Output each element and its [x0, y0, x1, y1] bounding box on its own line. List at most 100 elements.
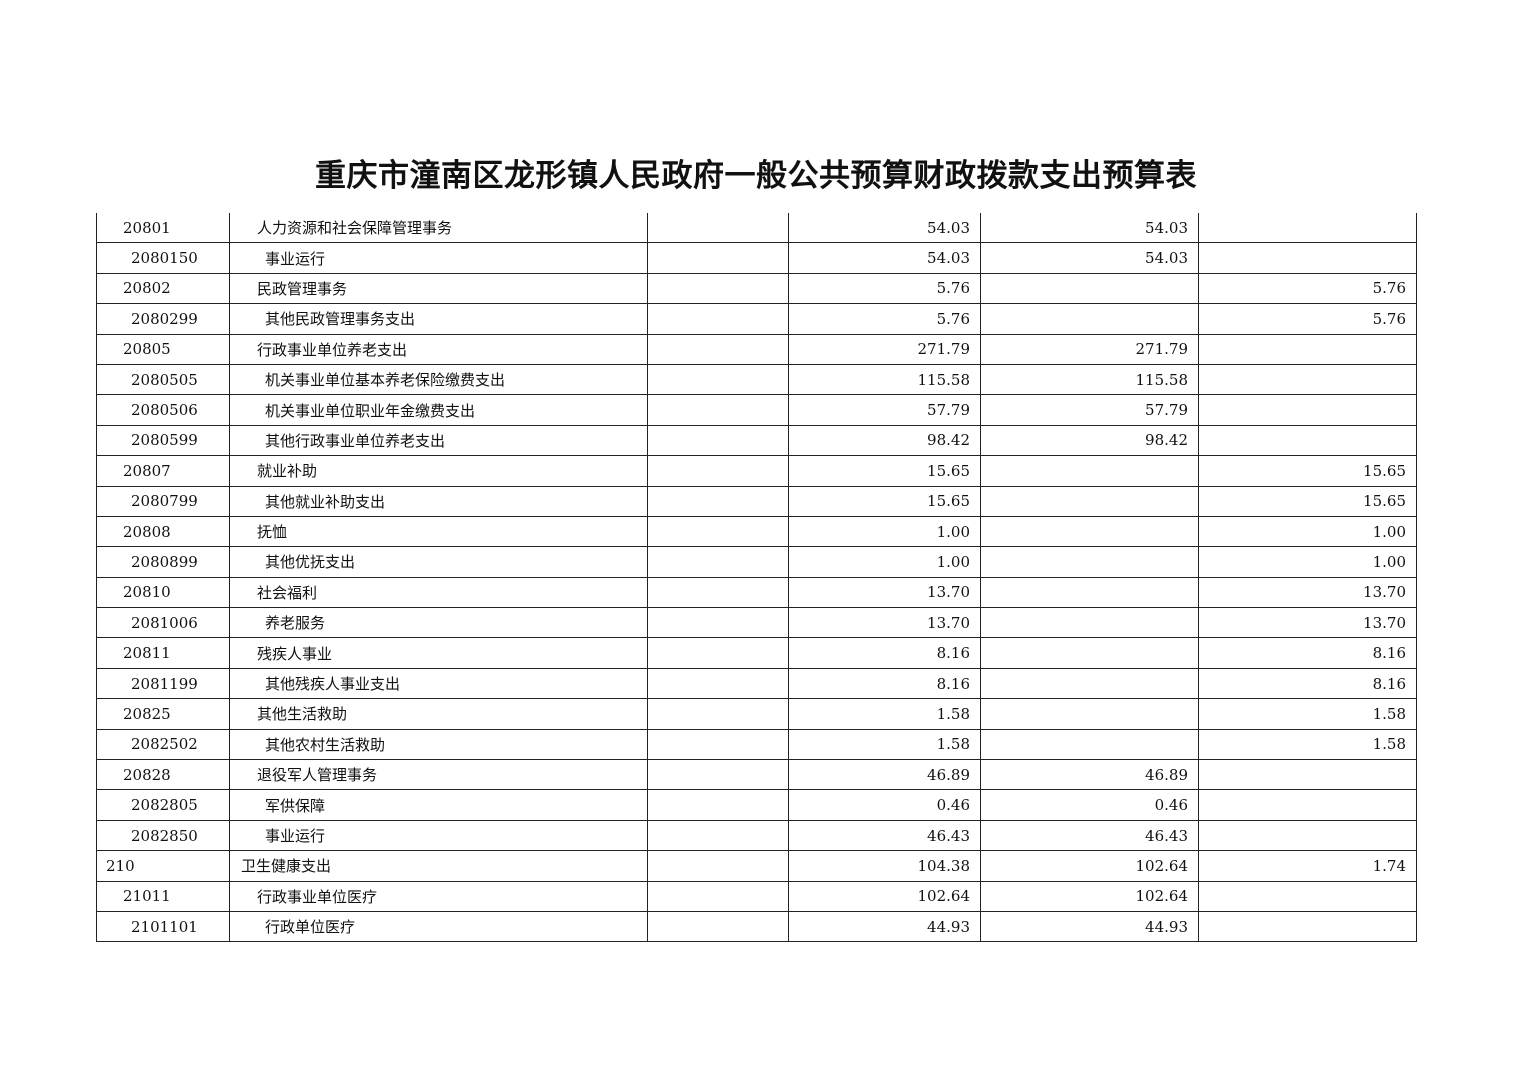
total-cell: 271.79 — [788, 333, 981, 365]
basic-cell: 98.42 — [980, 424, 1199, 457]
project-cell — [1198, 242, 1417, 274]
blank-cell — [647, 607, 789, 639]
project-cell: 1.58 — [1198, 728, 1417, 761]
blank-cell — [647, 667, 789, 700]
project-cell — [1198, 394, 1417, 426]
table-row: 2082850 事业运行 46.43 46.43 — [96, 819, 1417, 852]
basic-cell — [980, 637, 1199, 669]
total-cell: 115.58 — [788, 363, 981, 396]
name-cell: 退役军人管理事务 — [229, 759, 648, 791]
code-cell: 21011 — [96, 880, 230, 912]
basic-cell — [980, 667, 1199, 700]
code-cell: 2081006 — [96, 607, 230, 639]
project-cell — [1198, 333, 1417, 365]
name-cell: 行政事业单位养老支出 — [229, 333, 648, 365]
name-cell: 社会福利 — [229, 576, 648, 609]
basic-cell — [980, 303, 1199, 335]
table-row: 2082502 其他农村生活救助 1.58 1.58 — [96, 728, 1417, 761]
basic-cell: 57.79 — [980, 394, 1199, 426]
project-cell — [1198, 213, 1417, 244]
table-row: 20811 残疾人事业 8.16 8.16 — [96, 637, 1417, 669]
basic-cell: 46.89 — [980, 759, 1199, 791]
total-cell: 13.70 — [788, 607, 981, 639]
project-cell — [1198, 424, 1417, 457]
blank-cell — [647, 394, 789, 426]
code-cell: 20808 — [96, 515, 230, 548]
total-cell: 1.00 — [788, 546, 981, 578]
blank-cell — [647, 637, 789, 669]
name-cell: 其他就业补助支出 — [229, 485, 648, 517]
blank-cell — [647, 759, 789, 791]
name-cell: 其他行政事业单位养老支出 — [229, 424, 648, 457]
table-row: 210 卫生健康支出 104.38 102.64 1.74 — [96, 850, 1417, 882]
code-cell: 20810 — [96, 576, 230, 609]
total-cell: 54.03 — [788, 213, 981, 244]
project-cell — [1198, 819, 1417, 852]
blank-cell — [647, 819, 789, 852]
total-cell: 98.42 — [788, 424, 981, 457]
code-cell: 20802 — [96, 272, 230, 305]
total-cell: 15.65 — [788, 455, 981, 487]
blank-cell — [647, 455, 789, 487]
basic-cell: 54.03 — [980, 213, 1199, 244]
code-cell: 210 — [96, 850, 230, 882]
basic-cell: 0.46 — [980, 789, 1199, 821]
table-row: 2082805 军供保障 0.46 0.46 — [96, 789, 1417, 821]
table-row: 20810 社会福利 13.70 13.70 — [96, 576, 1417, 609]
table-row: 2080505 机关事业单位基本养老保险缴费支出 115.58 115.58 — [96, 363, 1417, 396]
name-cell: 事业运行 — [229, 819, 648, 852]
name-cell: 行政事业单位医疗 — [229, 880, 648, 912]
project-cell — [1198, 880, 1417, 912]
table-row: 2080899 其他优抚支出 1.00 1.00 — [96, 546, 1417, 578]
code-cell: 2080506 — [96, 394, 230, 426]
basic-cell: 271.79 — [980, 333, 1199, 365]
code-cell: 20801 — [96, 213, 230, 244]
basic-cell: 44.93 — [980, 910, 1199, 943]
blank-cell — [647, 363, 789, 396]
code-cell: 2080505 — [96, 363, 230, 396]
code-cell: 2080150 — [96, 242, 230, 274]
total-cell: 8.16 — [788, 637, 981, 669]
name-cell: 机关事业单位基本养老保险缴费支出 — [229, 363, 648, 396]
table-row: 20802 民政管理事务 5.76 5.76 — [96, 272, 1417, 305]
basic-cell — [980, 272, 1199, 305]
basic-cell — [980, 546, 1199, 578]
code-cell: 2080899 — [96, 546, 230, 578]
blank-cell — [647, 272, 789, 305]
blank-cell — [647, 303, 789, 335]
project-cell — [1198, 759, 1417, 791]
name-cell: 其他残疾人事业支出 — [229, 667, 648, 700]
basic-cell: 115.58 — [980, 363, 1199, 396]
name-cell: 其他生活救助 — [229, 698, 648, 730]
blank-cell — [647, 910, 789, 943]
blank-cell — [647, 850, 789, 882]
total-cell: 1.58 — [788, 698, 981, 730]
blank-cell — [647, 485, 789, 517]
blank-cell — [647, 576, 789, 609]
basic-cell — [980, 485, 1199, 517]
table-row: 2080799 其他就业补助支出 15.65 15.65 — [96, 485, 1417, 517]
basic-cell — [980, 698, 1199, 730]
project-cell: 13.70 — [1198, 607, 1417, 639]
project-cell: 1.58 — [1198, 698, 1417, 730]
table-row: 20808 抚恤 1.00 1.00 — [96, 515, 1417, 548]
code-cell: 20805 — [96, 333, 230, 365]
blank-cell — [647, 546, 789, 578]
total-cell: 102.64 — [788, 880, 981, 912]
total-cell: 0.46 — [788, 789, 981, 821]
name-cell: 养老服务 — [229, 607, 648, 639]
name-cell: 军供保障 — [229, 789, 648, 821]
basic-cell — [980, 515, 1199, 548]
code-cell: 2082850 — [96, 819, 230, 852]
basic-cell: 102.64 — [980, 850, 1199, 882]
name-cell: 机关事业单位职业年金缴费支出 — [229, 394, 648, 426]
total-cell: 57.79 — [788, 394, 981, 426]
total-cell: 8.16 — [788, 667, 981, 700]
project-cell: 5.76 — [1198, 303, 1417, 335]
name-cell: 卫生健康支出 — [229, 850, 648, 882]
blank-cell — [647, 213, 789, 244]
name-cell: 抚恤 — [229, 515, 648, 548]
project-cell: 8.16 — [1198, 637, 1417, 669]
total-cell: 46.43 — [788, 819, 981, 852]
code-cell: 2080799 — [96, 485, 230, 517]
